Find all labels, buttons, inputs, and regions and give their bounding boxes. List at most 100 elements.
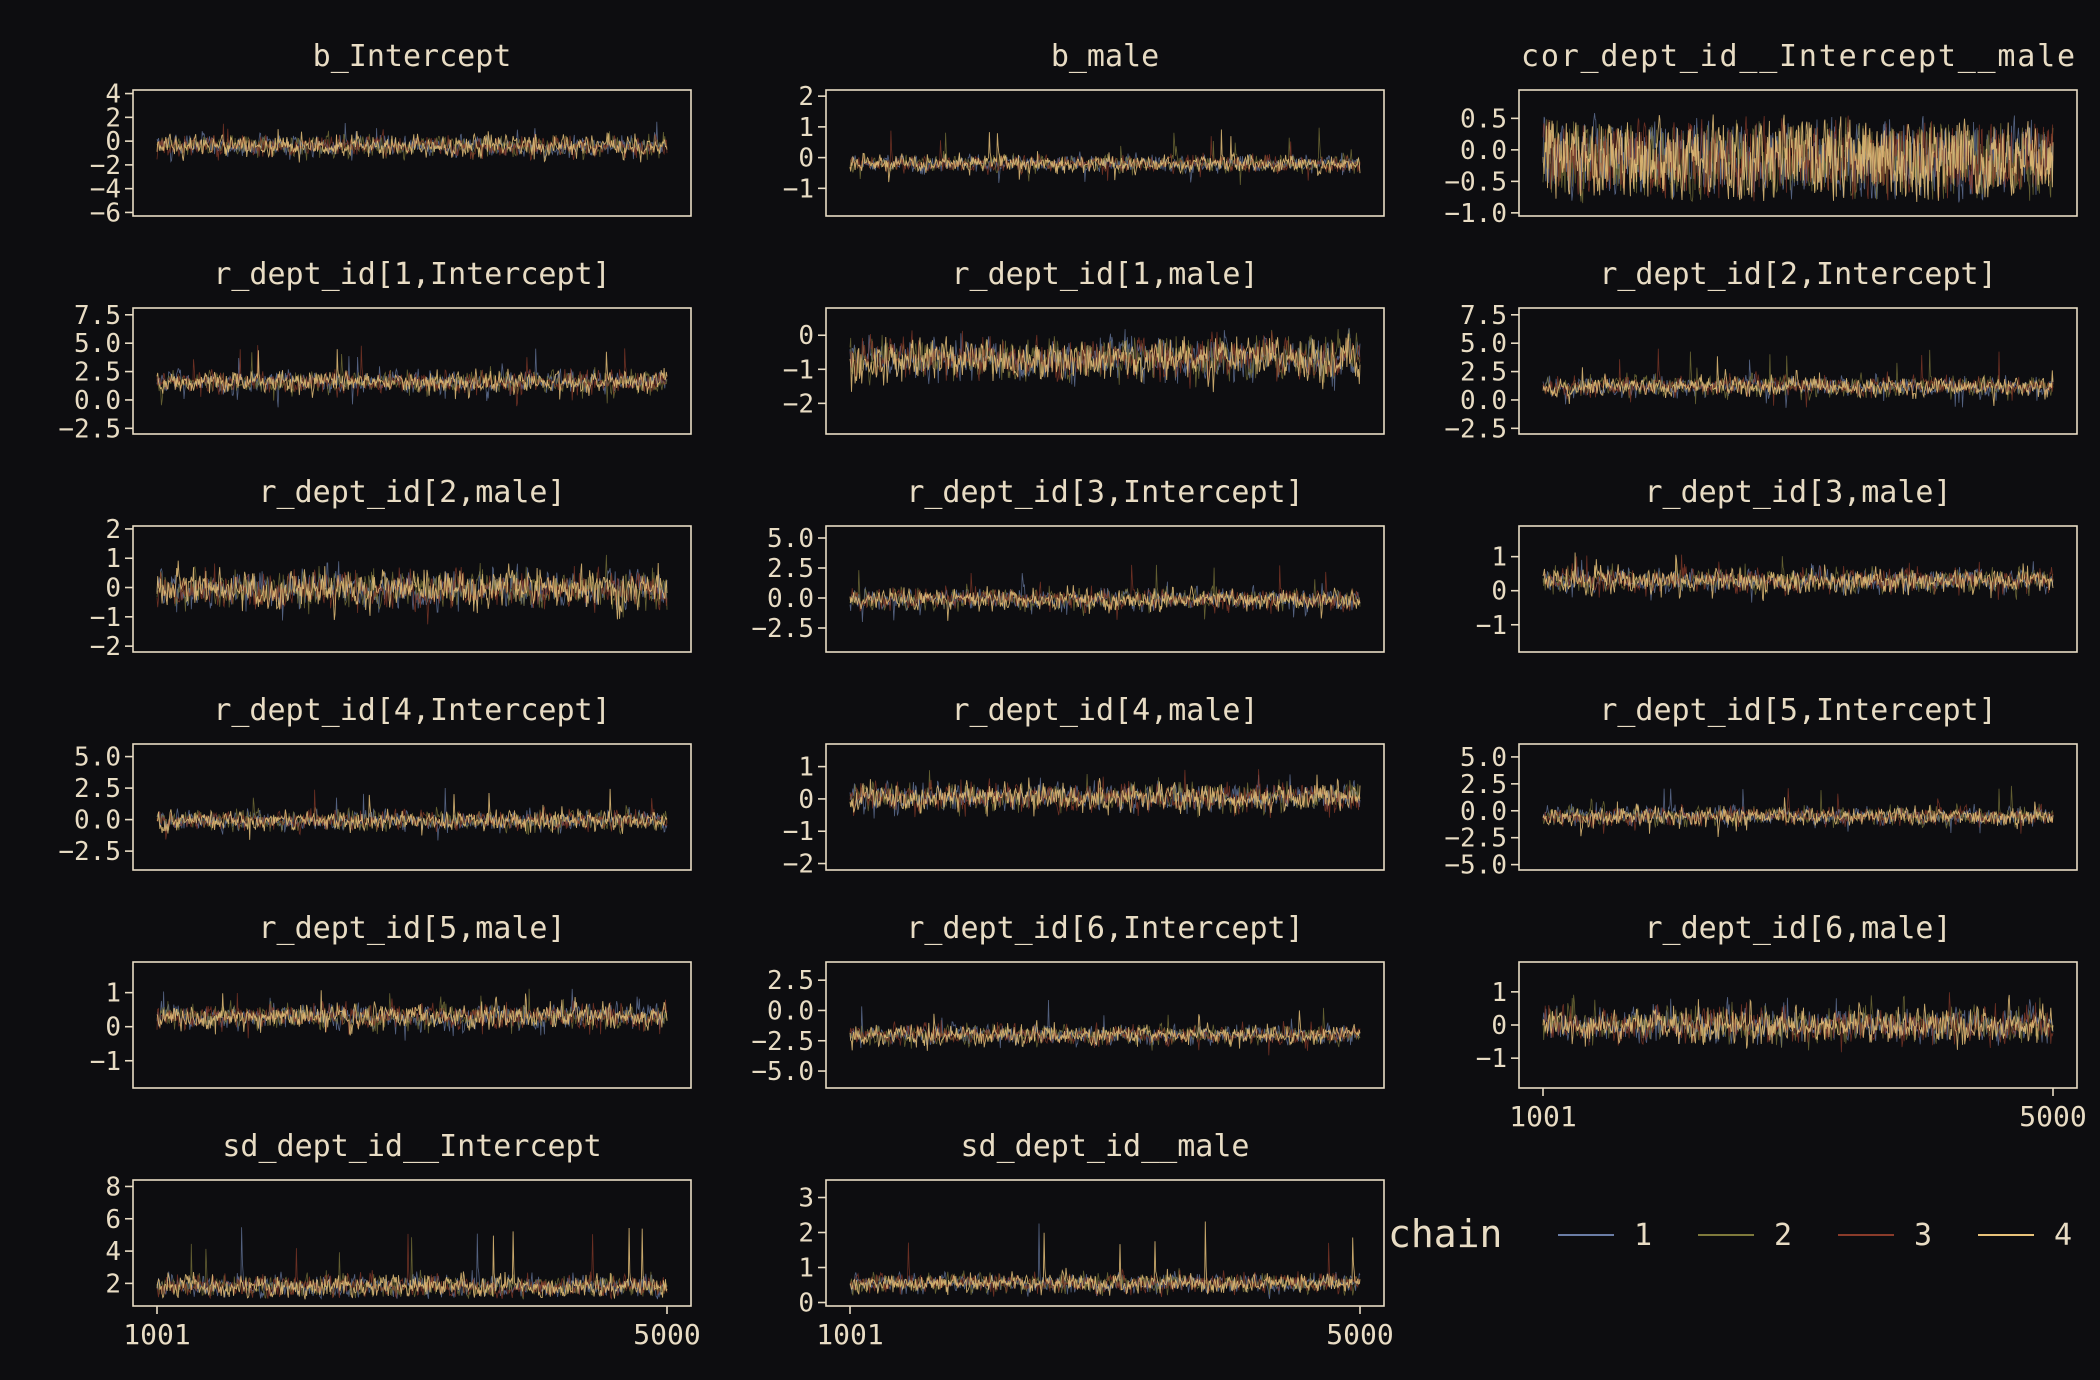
y-tick-label: 2 (798, 1219, 814, 1249)
x-tick-label: 1001 (816, 1318, 883, 1351)
trace-lines (156, 554, 668, 625)
legend-label: 2 (1774, 1218, 1792, 1253)
y-tick-label: 2.5 (74, 774, 121, 804)
trace-panel: r_dept_id[3,male] 1 0 −1 (1476, 475, 2078, 653)
y-tick-label: 1 (105, 544, 121, 574)
trace-panel: b_Intercept 420−2−4−6 (90, 39, 692, 228)
chain-4-trace (1542, 356, 2054, 407)
chain-4-trace (849, 129, 1361, 183)
y-tick-label: 0.5 (1460, 104, 1507, 134)
y-tick-label: −1 (783, 174, 814, 204)
trace-lines (849, 327, 1361, 393)
trace-lines (1542, 348, 2054, 408)
y-tick-label: 1 (105, 979, 121, 1009)
x-tick-label: 1001 (1509, 1100, 1576, 1133)
trace-panel: b_male 210−1 (783, 39, 1385, 217)
y-tick-label: 0 (105, 574, 121, 604)
y-tick-label: 0.0 (74, 386, 121, 416)
trace-panel: cor_dept_id__Intercept__male 0.50.0−0.5−1… (1444, 39, 2078, 229)
trace-panel: r_dept_id[2,Intercept] 7.55.02.50.0−2.5 (1444, 257, 2078, 444)
y-tick-label: 2.5 (74, 358, 121, 388)
chain-4-trace (849, 333, 1361, 393)
y-tick-label: −4 (90, 175, 121, 205)
y-tick-label: 5.0 (74, 743, 121, 773)
y-tick-label: 8 (105, 1172, 121, 1202)
y-tick-label: 1 (798, 1254, 814, 1284)
y-tick-label: 2 (105, 103, 121, 133)
panel-frame (132, 89, 692, 217)
y-tick-label: −1 (1476, 1044, 1507, 1074)
chain-4-trace (1542, 114, 2054, 203)
y-tick-label: −2 (783, 389, 814, 419)
x-tick-label: 1001 (123, 1318, 190, 1351)
y-tick-label: 0.0 (1460, 386, 1507, 416)
y-tick-label: 0 (105, 127, 121, 157)
legend-label: 3 (1914, 1218, 1932, 1253)
chain-4-trace (156, 349, 668, 400)
chain-3-trace (1542, 788, 2054, 834)
panel-title: r_dept_id[5,male] (258, 911, 565, 946)
legend-title: chain (1388, 1212, 1502, 1256)
y-tick-label: 2.5 (767, 554, 814, 584)
legend-label: 4 (2054, 1218, 2072, 1253)
x-tick-label: 5000 (1326, 1318, 1393, 1351)
y-tick-label: 3 (798, 1184, 814, 1214)
x-tick-label: 5000 (633, 1318, 700, 1351)
y-tick-label: 2.5 (1460, 358, 1507, 388)
y-tick-label: 2.5 (767, 966, 814, 996)
y-tick-label: 0.0 (767, 996, 814, 1026)
y-tick-label: 0 (798, 144, 814, 174)
chain-4-trace (156, 788, 668, 840)
trace-lines (849, 127, 1361, 186)
y-tick-label: −2.5 (1444, 414, 1507, 444)
y-tick-label: 0 (1491, 577, 1507, 607)
y-tick-label: 1 (798, 753, 814, 783)
y-tick-label: 0 (105, 1013, 121, 1043)
trace-panel: r_dept_id[5,male] 1 0 −1 (90, 911, 692, 1089)
y-tick-label: −2.5 (1444, 824, 1507, 854)
trace-lines (1542, 992, 2054, 1053)
y-tick-label: 1 (1491, 543, 1507, 573)
y-tick-label: 0.0 (1460, 797, 1507, 827)
y-tick-label: −1 (1476, 611, 1507, 641)
chain-3-trace (156, 1233, 668, 1300)
y-tick-label: −1 (90, 603, 121, 633)
panel-frame (132, 961, 692, 1089)
panel-frame (825, 89, 1385, 217)
chain-4-trace (1542, 797, 2054, 838)
chain-4-trace (156, 129, 668, 163)
panel-frame (132, 525, 692, 653)
y-tick-label: −0.5 (1444, 167, 1507, 197)
chain-3-trace (1542, 992, 2054, 1053)
trace-panel: r_dept_id[1,male] 0 −1 −2 (783, 257, 1385, 435)
chain-4-trace (849, 585, 1361, 621)
chain-4-trace (849, 774, 1361, 817)
y-tick-label: 0 (1491, 1011, 1507, 1041)
panel-title: r_dept_id[1,Intercept] (213, 257, 610, 292)
trace-lines (156, 345, 668, 408)
trace-lines (849, 564, 1361, 623)
panel-frame (132, 743, 692, 871)
legend: chain 1 2 3 4 (1388, 1212, 2072, 1256)
trace-panel: r_dept_id[6,Intercept] 2.50.0−2.5−5.0 (751, 911, 1385, 1089)
panel-title: r_dept_id[6,male] (1644, 911, 1951, 946)
y-tick-label: −1 (90, 1047, 121, 1077)
trace-panel: r_dept_id[2,male] 210−1−2 (90, 475, 692, 662)
panel-frame (132, 1179, 692, 1307)
y-tick-label: 0 (798, 321, 814, 351)
y-tick-label: 4 (105, 80, 121, 110)
y-tick-label: 0.0 (1460, 136, 1507, 166)
chain-4-trace (156, 990, 668, 1036)
y-tick-label: −2 (90, 632, 121, 662)
chain-4-trace (1542, 994, 2054, 1050)
trace-panel: r_dept_id[3,Intercept] 5.02.50.0−2.5 (751, 475, 1385, 653)
panel-title: sd_dept_id__male (961, 1129, 1250, 1164)
y-tick-label: 5.0 (74, 329, 121, 359)
y-tick-label: −2 (90, 151, 121, 181)
y-tick-label: 1 (798, 113, 814, 143)
panel-frame (1518, 525, 2078, 653)
